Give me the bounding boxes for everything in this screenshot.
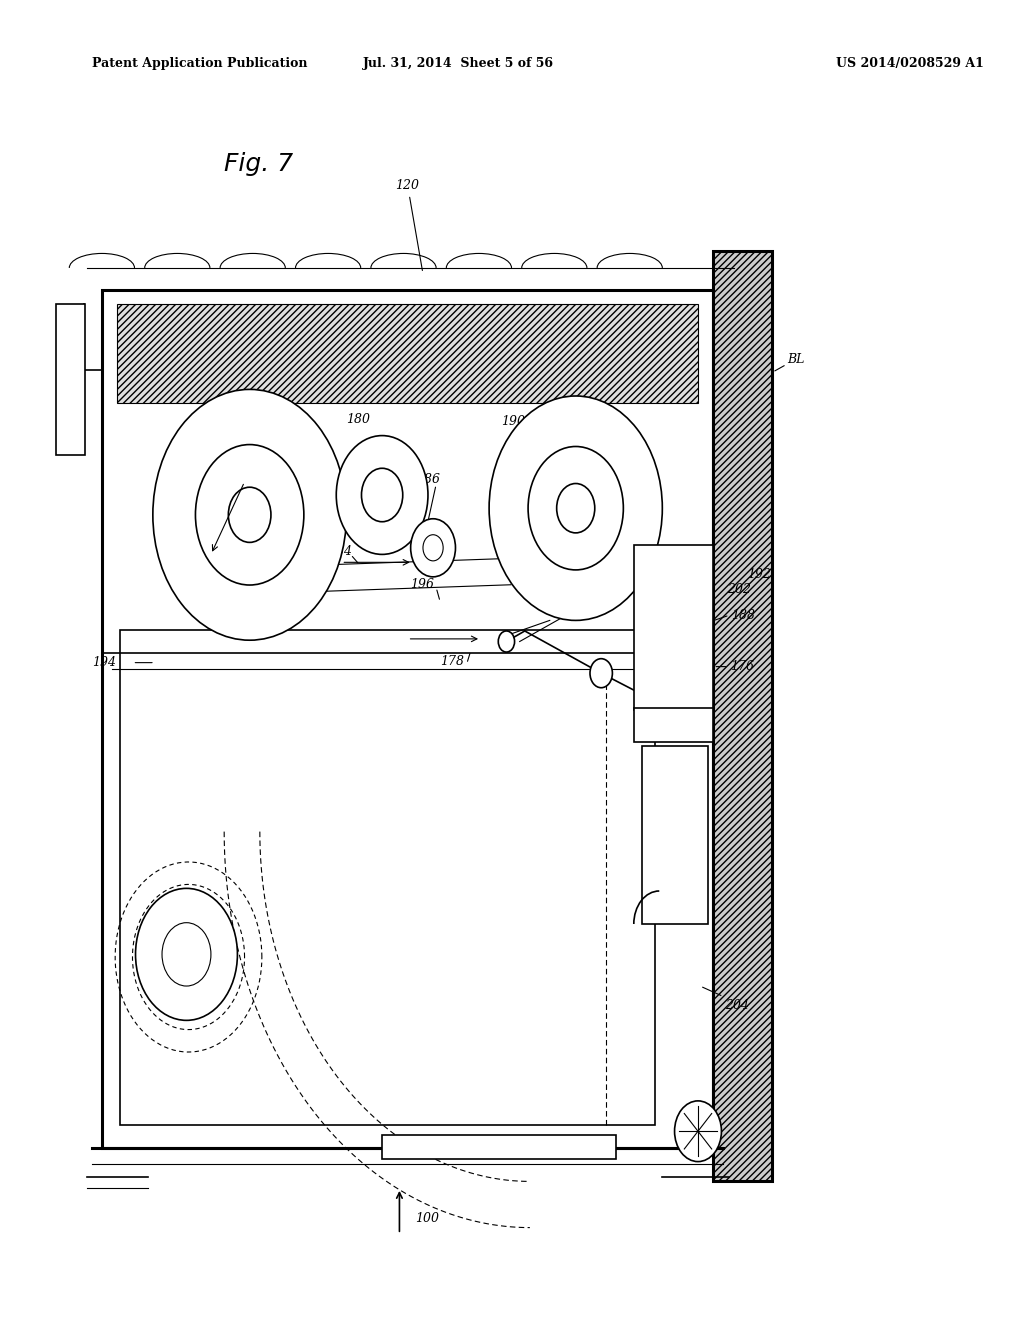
- Text: 204: 204: [726, 999, 750, 1012]
- Bar: [634, 708, 714, 742]
- Text: 176: 176: [730, 660, 755, 673]
- Text: Patent Application Publication: Patent Application Publication: [92, 57, 307, 70]
- Text: 180: 180: [346, 413, 371, 426]
- Circle shape: [411, 519, 456, 577]
- Text: Fig. 7: Fig. 7: [224, 152, 293, 176]
- Circle shape: [423, 535, 443, 561]
- Text: 186: 186: [416, 473, 439, 486]
- Text: US 2014/0208529 A1: US 2014/0208529 A1: [836, 57, 983, 70]
- Text: 188: 188: [731, 609, 756, 622]
- Text: 196: 196: [410, 578, 433, 591]
- Circle shape: [489, 396, 663, 620]
- Bar: [56, 304, 85, 455]
- Text: 172: 172: [199, 405, 222, 418]
- Circle shape: [153, 389, 346, 640]
- Text: BL: BL: [787, 352, 805, 366]
- Text: 178: 178: [440, 655, 464, 668]
- Bar: [642, 746, 709, 924]
- Circle shape: [528, 446, 624, 570]
- Bar: [714, 251, 772, 1181]
- Circle shape: [557, 483, 595, 533]
- Circle shape: [228, 487, 271, 543]
- Text: 100: 100: [415, 1212, 438, 1225]
- Bar: [117, 304, 698, 403]
- Text: 190: 190: [502, 414, 525, 428]
- Circle shape: [162, 923, 211, 986]
- Bar: [120, 630, 655, 1125]
- Circle shape: [675, 1101, 722, 1162]
- Circle shape: [499, 631, 515, 652]
- Text: 120: 120: [395, 178, 422, 271]
- Bar: [634, 545, 714, 710]
- Text: 202: 202: [727, 583, 752, 597]
- Circle shape: [361, 469, 402, 521]
- Text: 184: 184: [328, 545, 352, 558]
- Text: 192: 192: [746, 568, 771, 581]
- Circle shape: [196, 445, 304, 585]
- Circle shape: [336, 436, 428, 554]
- Bar: [102, 290, 714, 1148]
- Circle shape: [590, 659, 612, 688]
- Text: 194: 194: [92, 656, 116, 669]
- Bar: [382, 1135, 616, 1159]
- Text: Jul. 31, 2014  Sheet 5 of 56: Jul. 31, 2014 Sheet 5 of 56: [364, 57, 554, 70]
- Circle shape: [135, 888, 238, 1020]
